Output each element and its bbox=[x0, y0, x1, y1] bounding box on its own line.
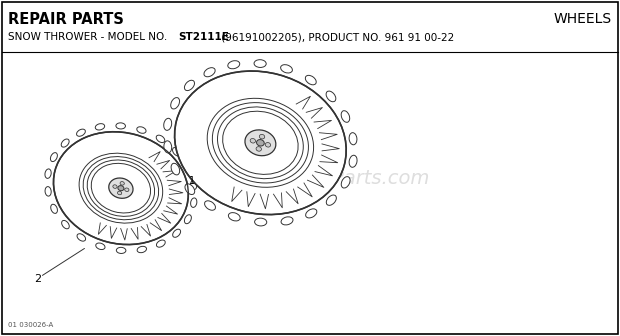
Ellipse shape bbox=[281, 217, 293, 225]
Ellipse shape bbox=[184, 163, 191, 172]
Ellipse shape bbox=[259, 134, 265, 139]
Ellipse shape bbox=[77, 234, 86, 241]
Text: 2: 2 bbox=[34, 274, 41, 284]
Ellipse shape bbox=[171, 163, 180, 175]
Text: ST2111E: ST2111E bbox=[178, 32, 229, 42]
Ellipse shape bbox=[349, 133, 357, 145]
Ellipse shape bbox=[125, 188, 129, 192]
Ellipse shape bbox=[116, 123, 125, 129]
Ellipse shape bbox=[45, 169, 51, 178]
Ellipse shape bbox=[254, 60, 266, 68]
Ellipse shape bbox=[190, 180, 197, 190]
Ellipse shape bbox=[108, 178, 133, 198]
Ellipse shape bbox=[156, 135, 165, 142]
Ellipse shape bbox=[257, 139, 264, 146]
Ellipse shape bbox=[255, 218, 267, 226]
Ellipse shape bbox=[113, 185, 117, 188]
Ellipse shape bbox=[349, 155, 357, 167]
Ellipse shape bbox=[164, 118, 172, 130]
Text: (96191002205), PRODUCT NO. 961 91 00-22: (96191002205), PRODUCT NO. 961 91 00-22 bbox=[218, 32, 454, 42]
Ellipse shape bbox=[61, 139, 69, 147]
Ellipse shape bbox=[175, 71, 346, 215]
Ellipse shape bbox=[205, 201, 216, 210]
Ellipse shape bbox=[164, 141, 172, 153]
Ellipse shape bbox=[184, 80, 195, 91]
Ellipse shape bbox=[326, 91, 336, 102]
Ellipse shape bbox=[156, 240, 166, 247]
Ellipse shape bbox=[228, 213, 240, 221]
Ellipse shape bbox=[185, 184, 195, 195]
Ellipse shape bbox=[61, 220, 69, 229]
Ellipse shape bbox=[250, 138, 255, 143]
Text: 01 030026-A: 01 030026-A bbox=[8, 322, 53, 328]
Ellipse shape bbox=[137, 246, 146, 253]
Text: 1: 1 bbox=[189, 176, 195, 186]
Ellipse shape bbox=[50, 153, 58, 162]
Text: eReplacementParts.com: eReplacementParts.com bbox=[191, 169, 429, 187]
Ellipse shape bbox=[170, 97, 180, 109]
Ellipse shape bbox=[118, 185, 124, 191]
Ellipse shape bbox=[53, 132, 188, 245]
Ellipse shape bbox=[190, 198, 197, 207]
Ellipse shape bbox=[95, 243, 105, 250]
Text: SNOW THROWER - MODEL NO.: SNOW THROWER - MODEL NO. bbox=[8, 32, 170, 42]
Ellipse shape bbox=[204, 68, 215, 77]
Ellipse shape bbox=[341, 177, 350, 188]
Ellipse shape bbox=[117, 247, 126, 253]
Ellipse shape bbox=[326, 195, 337, 205]
Ellipse shape bbox=[51, 204, 58, 213]
Ellipse shape bbox=[95, 124, 105, 130]
Ellipse shape bbox=[265, 142, 271, 147]
Ellipse shape bbox=[228, 61, 240, 69]
Text: WHEELS: WHEELS bbox=[554, 12, 612, 26]
Ellipse shape bbox=[117, 191, 122, 195]
Ellipse shape bbox=[173, 229, 180, 237]
Ellipse shape bbox=[184, 215, 192, 224]
Ellipse shape bbox=[281, 65, 293, 73]
Ellipse shape bbox=[120, 181, 125, 185]
Ellipse shape bbox=[341, 111, 350, 122]
Ellipse shape bbox=[137, 127, 146, 133]
Ellipse shape bbox=[45, 186, 51, 196]
Text: REPAIR PARTS: REPAIR PARTS bbox=[8, 12, 124, 27]
Ellipse shape bbox=[306, 209, 317, 218]
Ellipse shape bbox=[256, 147, 262, 151]
Ellipse shape bbox=[245, 130, 276, 156]
Ellipse shape bbox=[172, 148, 180, 156]
Ellipse shape bbox=[305, 75, 316, 85]
Ellipse shape bbox=[76, 129, 86, 136]
